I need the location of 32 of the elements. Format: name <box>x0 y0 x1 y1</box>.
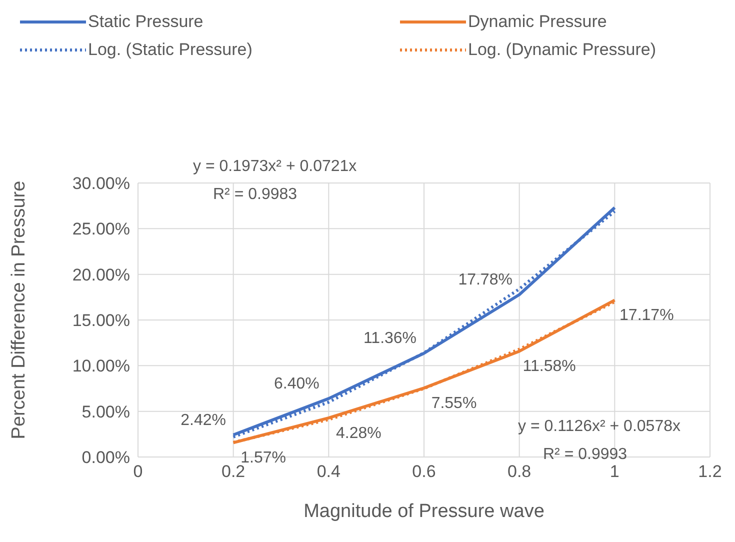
y-tick-label: 0.00% <box>82 448 130 468</box>
y-axis-title: Percent Difference in Pressure <box>8 180 30 440</box>
y-tick-label: 30.00% <box>72 174 130 194</box>
legend-label: Log. (Dynamic Pressure) <box>468 40 656 60</box>
data-label: 17.17% <box>620 307 674 324</box>
annotation: y = 0.1126x² + 0.0578x <box>518 418 680 436</box>
legend-label: Dynamic Pressure <box>468 12 607 32</box>
y-tick-label: 10.00% <box>72 356 130 376</box>
data-label: 4.28% <box>336 424 382 442</box>
annotation: R² = 0.9993 <box>543 446 628 464</box>
legend-label: Static Pressure <box>88 12 204 32</box>
data-label: 11.36% <box>363 330 417 348</box>
x-tick-label: 0.4 <box>316 462 340 482</box>
x-tick-label: 1.2 <box>698 462 722 482</box>
annotation: R² = 0.9983 <box>213 186 298 204</box>
x-tick-label: 0 <box>133 462 143 482</box>
data-label: 7.55% <box>431 395 477 412</box>
data-label: 2.42% <box>180 412 226 429</box>
legend-label: Log. (Static Pressure) <box>88 40 252 60</box>
y-tick-label: 20.00% <box>72 265 130 284</box>
data-label: 6.40% <box>274 376 320 393</box>
data-label: 17.78% <box>458 272 512 289</box>
x-tick-label: 1 <box>610 462 620 482</box>
text: y = 0.1973x² + 0.0721x <box>193 158 357 176</box>
y-tick-label: 15.00% <box>72 311 130 330</box>
y-tick-label: 5.00% <box>82 402 130 422</box>
x-tick-label: 0.8 <box>508 462 532 482</box>
data-label: 11.58% <box>522 358 576 376</box>
x-tick-label: 0.2 <box>222 462 246 482</box>
x-axis-title: Magnitude of Pressure wave <box>304 501 544 522</box>
y-tick-label: 25.00% <box>72 220 130 239</box>
x-tick-label: 0.6 <box>412 462 436 482</box>
